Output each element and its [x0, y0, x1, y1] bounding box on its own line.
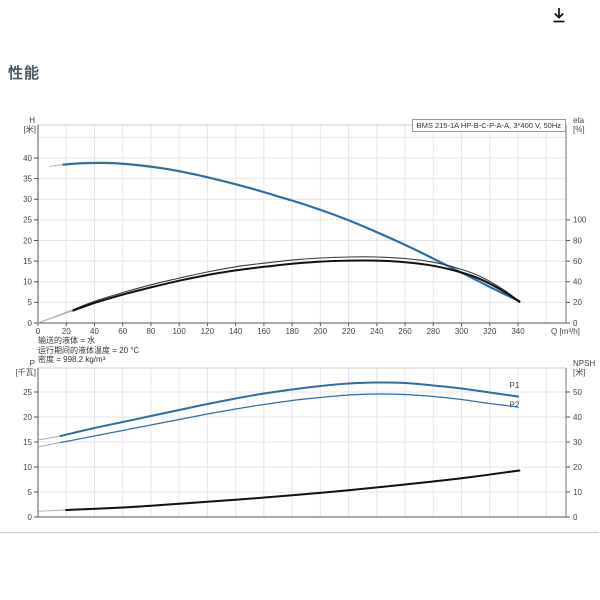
curve-NPSH [65, 469, 521, 511]
left-tick-label: 15 [23, 257, 32, 266]
axis-labels: 0 5 10 15 20 25 0 10 20 30 40 50 P[千瓦] NPSH[米] [16, 359, 596, 522]
download-button[interactable] [549, 6, 569, 26]
left-tick-label: 35 [23, 174, 32, 183]
left-axis-unit: [米] [24, 124, 36, 134]
left-tick-label: 0 [28, 319, 33, 328]
x-tick-label: 40 [90, 327, 99, 336]
tick-marks [34, 391, 570, 518]
right-tick-label: 100 [573, 216, 587, 225]
left-axis-title: P [30, 359, 35, 368]
note-liquid-temperature: 运行期间的液体温度 = 20 °C [38, 345, 140, 355]
curve-lead-P2 [37, 442, 61, 448]
x-tick-label: 140 [229, 327, 243, 336]
left-tick-label: 25 [23, 216, 32, 225]
x-tick-label: 100 [172, 327, 186, 336]
right-tick-label: 0 [573, 513, 578, 522]
chart-power: 0 5 10 15 20 25 0 10 20 30 40 50 P[千瓦] NPSH[米] P1 P2 [16, 359, 596, 522]
left-tick-label: 10 [23, 463, 32, 472]
tick-marks [34, 157, 570, 326]
note-pumped-liquid: 输送的液体 = 水 [38, 336, 96, 345]
curve-lead-eta-lower [37, 310, 74, 324]
left-axis-unit: [千瓦] [16, 367, 36, 377]
x-tick-label: 260 [398, 327, 412, 336]
left-axis-title: H [29, 116, 35, 125]
right-tick-label: 60 [573, 257, 582, 266]
left-tick-label: 20 [23, 413, 32, 422]
left-tick-label: 15 [23, 438, 32, 447]
left-tick-label: 25 [23, 388, 32, 397]
x-tick-label: 220 [342, 327, 356, 336]
x-tick-label: 20 [62, 327, 71, 336]
gridlines [38, 125, 566, 323]
x-tick-label: 160 [257, 327, 271, 336]
x-tick-label: 60 [118, 327, 127, 336]
x-tick-label: 280 [427, 327, 441, 336]
x-tick-label: 240 [370, 327, 384, 336]
x-tick-label: 180 [285, 327, 299, 336]
download-icon [553, 8, 565, 23]
left-tick-label: 20 [23, 236, 32, 245]
x-tick-label: 80 [146, 327, 155, 336]
left-tick-label: 0 [28, 513, 33, 522]
page-title: 性能 [8, 65, 41, 82]
x-tick-label: 0 [36, 327, 41, 336]
right-tick-label: 40 [573, 278, 582, 287]
note-density: 密度 = 998.2 kg/m³ [38, 355, 106, 364]
curve-P2 [60, 393, 519, 444]
x-tick-label: 300 [455, 327, 469, 336]
right-tick-label: 30 [573, 438, 582, 447]
x-axis-unit-label: Q [m³/h] [551, 327, 580, 336]
right-tick-label: 20 [573, 463, 582, 472]
chart-hq: 0 5 10 15 20 25 30 35 40 0 20 40 60 80 100 0 20 40 60 80 100… [23, 116, 587, 336]
gridlines [38, 368, 566, 517]
curve-lead-NPSH [37, 509, 67, 512]
axis-labels: 0 5 10 15 20 25 30 35 40 0 20 40 60 80 100 0 20 40 60 80 100… [23, 116, 587, 336]
curve-lead-H [49, 164, 64, 167]
series-label-P2: P2 [510, 401, 520, 410]
right-tick-label: 0 [573, 319, 578, 328]
curve-eta-lower [72, 259, 521, 312]
x-tick-label: 340 [511, 327, 525, 336]
curve-H [62, 161, 521, 303]
right-tick-label: 20 [573, 298, 582, 307]
pump-model-label: BMS 215-1A HP-B-C-P-A-A, 3*400 V, 50Hz [411, 119, 566, 132]
left-tick-label: 10 [23, 278, 32, 287]
right-axis-unit: [米] [573, 367, 585, 377]
x-tick-label: 120 [201, 327, 215, 336]
right-tick-label: 40 [573, 413, 582, 422]
left-tick-label: 5 [28, 488, 33, 497]
liquid-notes: 输送的液体 = 水 运行期间的液体温度 = 20 °C 密度 = 998.2 k… [38, 336, 139, 365]
x-tick-label: 320 [483, 327, 497, 336]
bottom-divider [0, 532, 599, 533]
right-axis-title: NPSH [573, 359, 595, 368]
series-label-P1: P1 [510, 381, 520, 390]
right-axis-title: eta [573, 116, 585, 125]
right-tick-label: 50 [573, 388, 582, 397]
right-tick-label: 10 [573, 488, 582, 497]
curve-lead-P1 [37, 435, 61, 441]
x-tick-label: 200 [314, 327, 328, 336]
right-axis-unit: [%] [573, 125, 585, 134]
left-tick-label: 30 [23, 195, 32, 204]
curve-P1 [59, 381, 519, 437]
curve-eta-upper [72, 256, 520, 311]
left-tick-label: 5 [28, 298, 33, 307]
left-tick-label: 40 [23, 154, 32, 163]
right-tick-label: 80 [573, 236, 582, 245]
